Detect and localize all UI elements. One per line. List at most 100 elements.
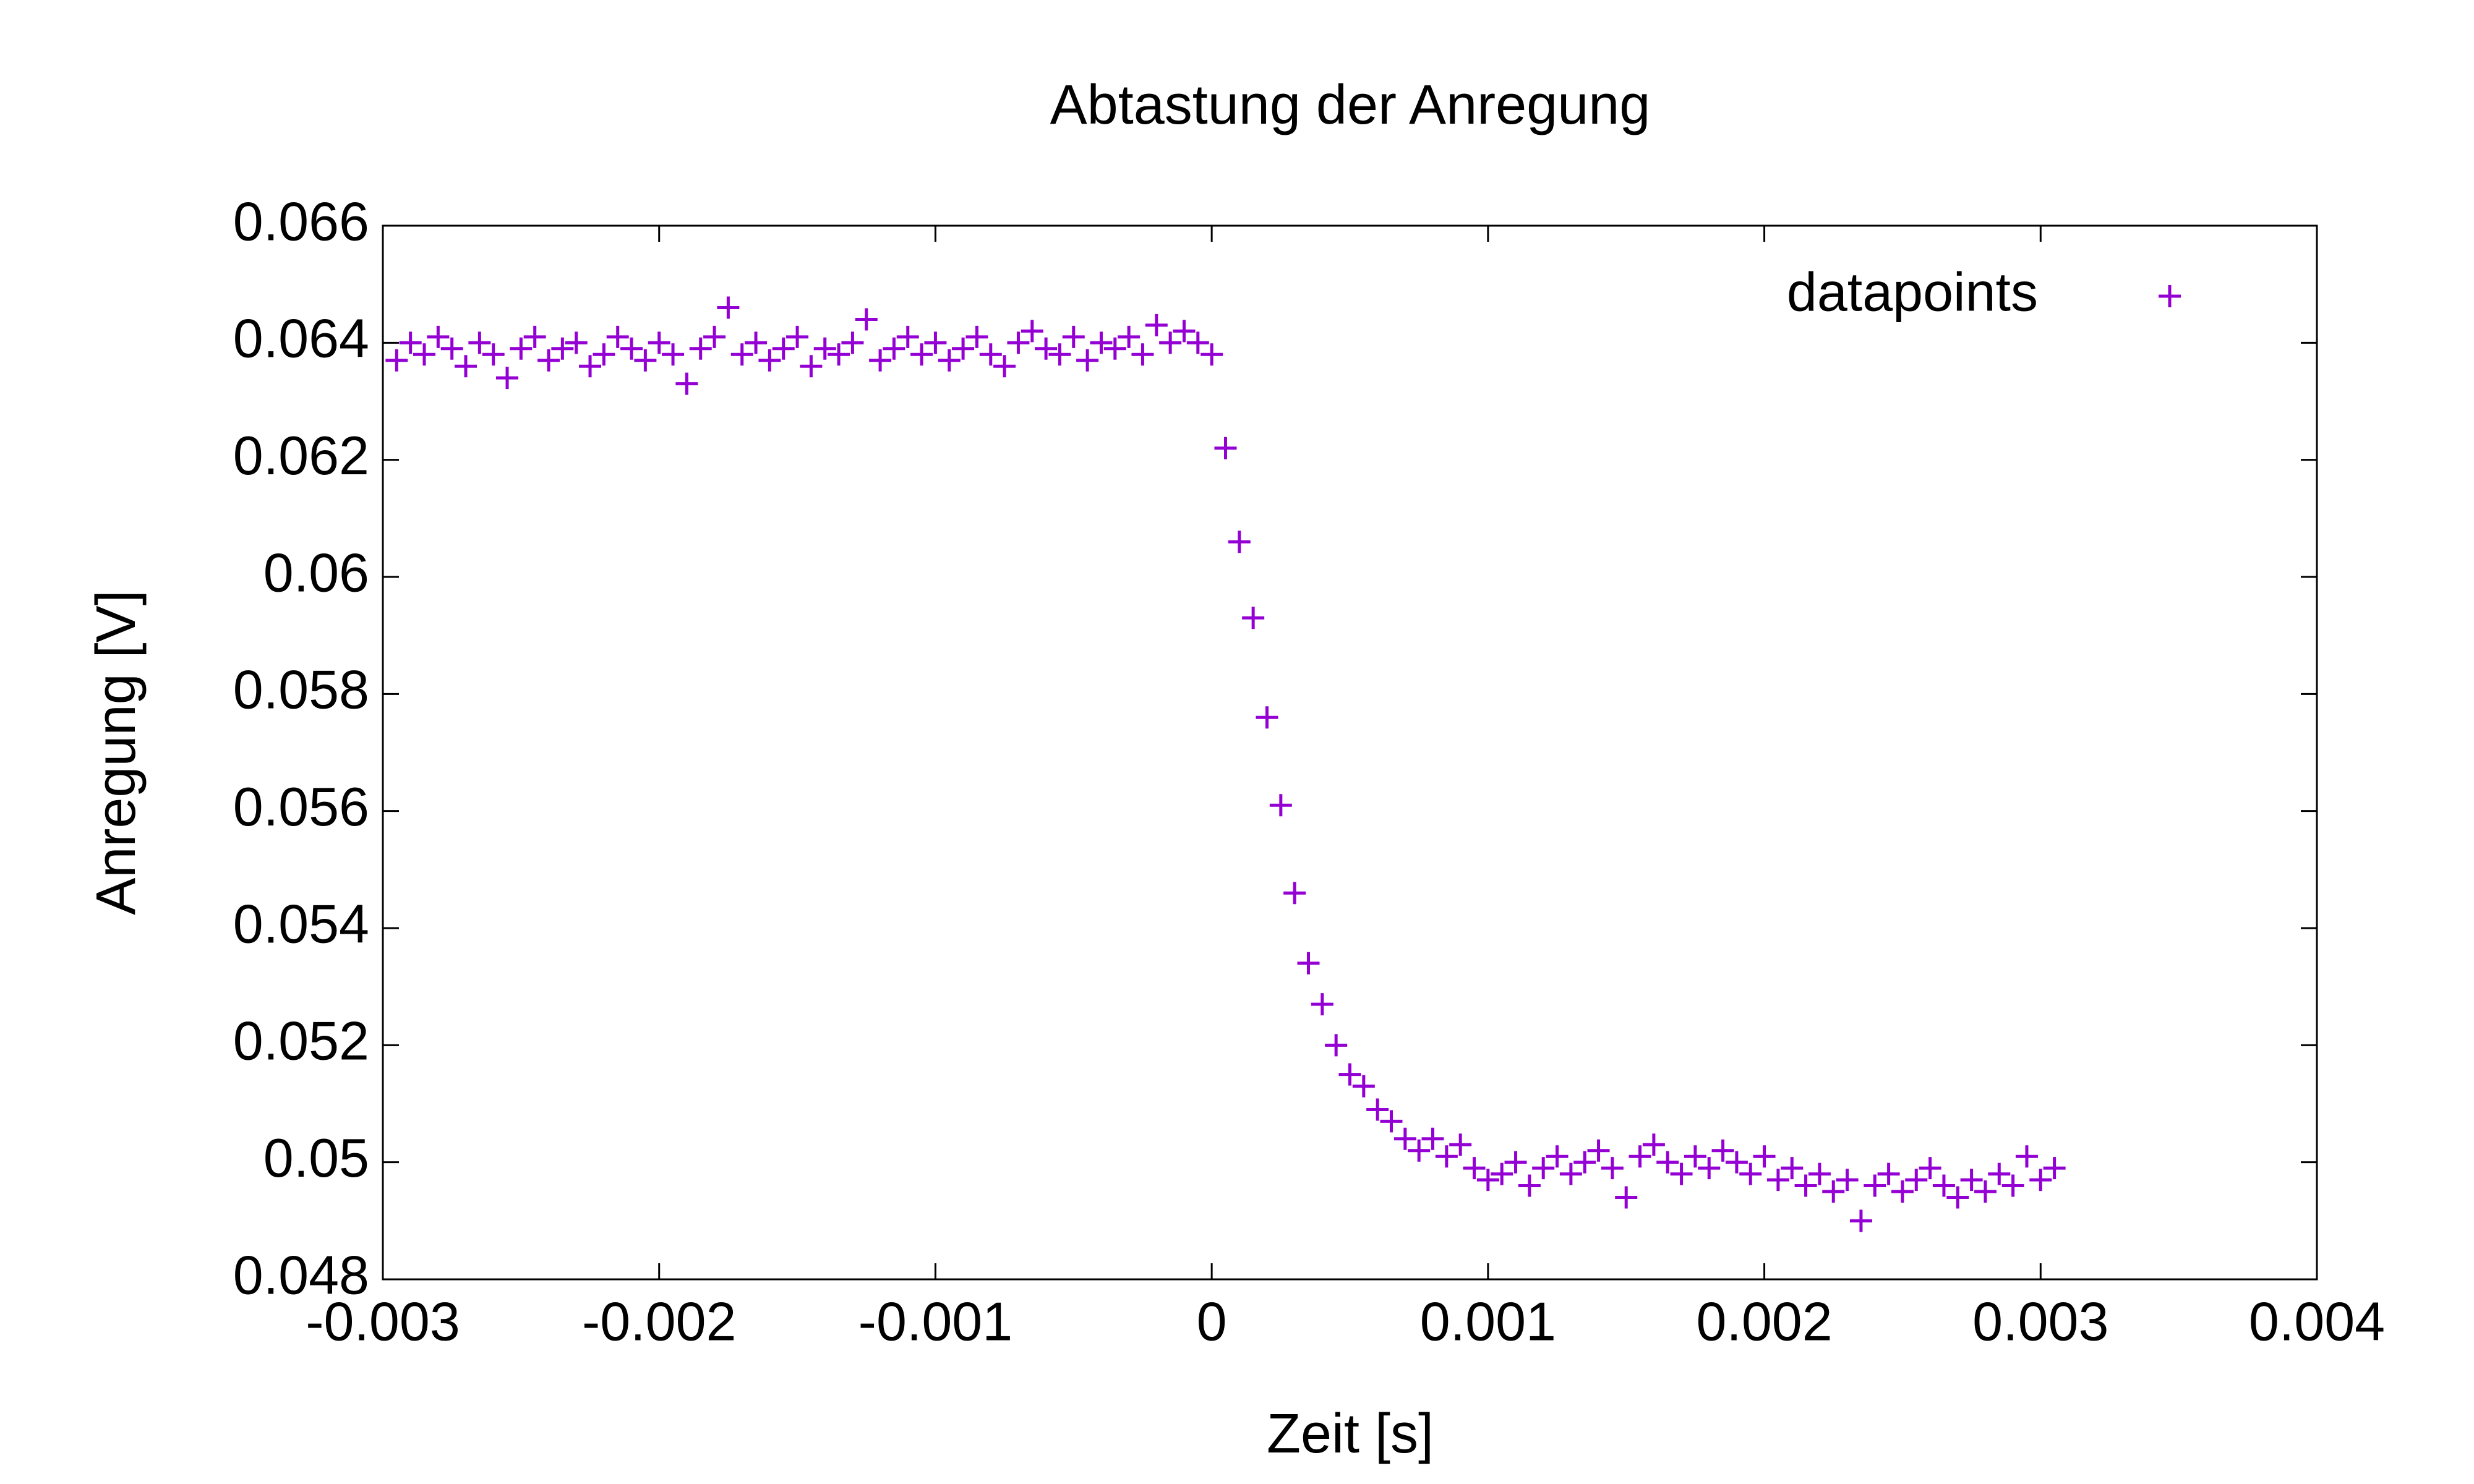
data-point (1352, 1075, 1375, 1098)
data-point (1159, 331, 1182, 354)
data-point (1325, 1034, 1348, 1057)
y-tick-label: 0.056 (233, 776, 369, 837)
data-point (896, 325, 919, 348)
data-point (606, 325, 629, 348)
data-point (689, 337, 712, 360)
data-point (1062, 325, 1085, 348)
data-point (523, 325, 546, 348)
data-point (813, 337, 836, 360)
data-point (938, 349, 961, 372)
data-point (1408, 1139, 1431, 1162)
data-point (1808, 1162, 1831, 1185)
data-point (1891, 1180, 1914, 1203)
data-point (399, 331, 422, 354)
data-point (979, 343, 1002, 366)
data-point (662, 343, 685, 366)
y-tick-label: 0.048 (233, 1244, 369, 1305)
data-point (1919, 1157, 1941, 1180)
x-tick-label: -0.002 (582, 1290, 737, 1352)
data-point (828, 343, 850, 366)
data-point (717, 296, 740, 319)
data-point (1698, 1157, 1721, 1180)
data-point (482, 343, 505, 366)
x-tick-label: 0.002 (1696, 1290, 1832, 1352)
data-point (1035, 337, 1058, 360)
data-point (1587, 1139, 1610, 1162)
data-point (1518, 1174, 1541, 1197)
data-point (1463, 1157, 1486, 1180)
data-point (620, 337, 643, 360)
data-point (1131, 343, 1154, 366)
y-tick-label: 0.058 (233, 659, 369, 720)
data-point (455, 355, 477, 378)
y-tick-label: 0.05 (263, 1127, 369, 1188)
data-point (1753, 1145, 1776, 1168)
data-point (924, 331, 947, 354)
data-point (2043, 1157, 2066, 1180)
data-point (730, 343, 753, 366)
data-point (786, 325, 809, 348)
data-point (1380, 1110, 1403, 1133)
data-point (1214, 437, 1237, 459)
data-point (1201, 343, 1223, 366)
data-point (1393, 1127, 1416, 1150)
data-point (1228, 531, 1251, 553)
data-point (1946, 1186, 1969, 1209)
data-point (800, 355, 823, 378)
data-point (551, 337, 574, 360)
data-point (1311, 993, 1333, 1016)
x-tick-label: 0.003 (1972, 1290, 2108, 1352)
legend-label: datapoints (1787, 261, 2038, 322)
y-tick-label: 0.064 (233, 308, 369, 369)
data-point (1877, 1162, 1900, 1185)
data-point (1642, 1133, 1665, 1156)
plot-frame (382, 224, 2318, 1281)
data-point (1836, 1169, 1859, 1192)
data-point (2001, 1174, 2024, 1197)
data-point (869, 349, 892, 372)
data-point (1781, 1157, 1804, 1180)
data-point (1435, 1145, 1458, 1168)
data-point (910, 343, 933, 366)
data-point (496, 367, 519, 390)
data-point (1573, 1151, 1596, 1174)
data-point (427, 325, 450, 348)
data-point (413, 343, 436, 366)
data-point (1988, 1162, 2011, 1185)
data-point (1297, 952, 1320, 974)
data-point (745, 331, 768, 354)
data-point (1960, 1169, 1983, 1192)
data-point (1864, 1174, 1886, 1197)
data-point (1491, 1162, 1513, 1185)
data-point (468, 331, 491, 354)
data-point (1559, 1162, 1582, 1185)
data-point (648, 331, 670, 354)
data-point (1725, 1151, 1748, 1174)
data-point (2015, 1145, 2038, 1168)
data-point (1905, 1169, 1928, 1192)
x-tick-label: -0.003 (306, 1290, 460, 1352)
data-point (1476, 1169, 1499, 1192)
data-point (1739, 1162, 1762, 1185)
data-point (1186, 331, 1209, 354)
data-point (1629, 1145, 1651, 1168)
data-point (952, 337, 975, 360)
x-tick-label: -0.001 (858, 1290, 1013, 1352)
data-point (579, 355, 602, 378)
data-point (1670, 1162, 1693, 1185)
data-point (1615, 1186, 1638, 1209)
data-point (1504, 1151, 1527, 1174)
data-point (1269, 794, 1292, 817)
data-point (883, 337, 905, 360)
data-point (440, 337, 463, 360)
data-point (1766, 1169, 1789, 1192)
y-tick-label: 0.054 (233, 893, 369, 954)
x-tick-label: 0 (1197, 1290, 1227, 1352)
data-point (1076, 349, 1099, 372)
data-point (965, 325, 988, 348)
data-point (1338, 1063, 1361, 1086)
data-point (1048, 343, 1071, 366)
data-point (1145, 313, 1168, 336)
data-point (1283, 882, 1306, 905)
